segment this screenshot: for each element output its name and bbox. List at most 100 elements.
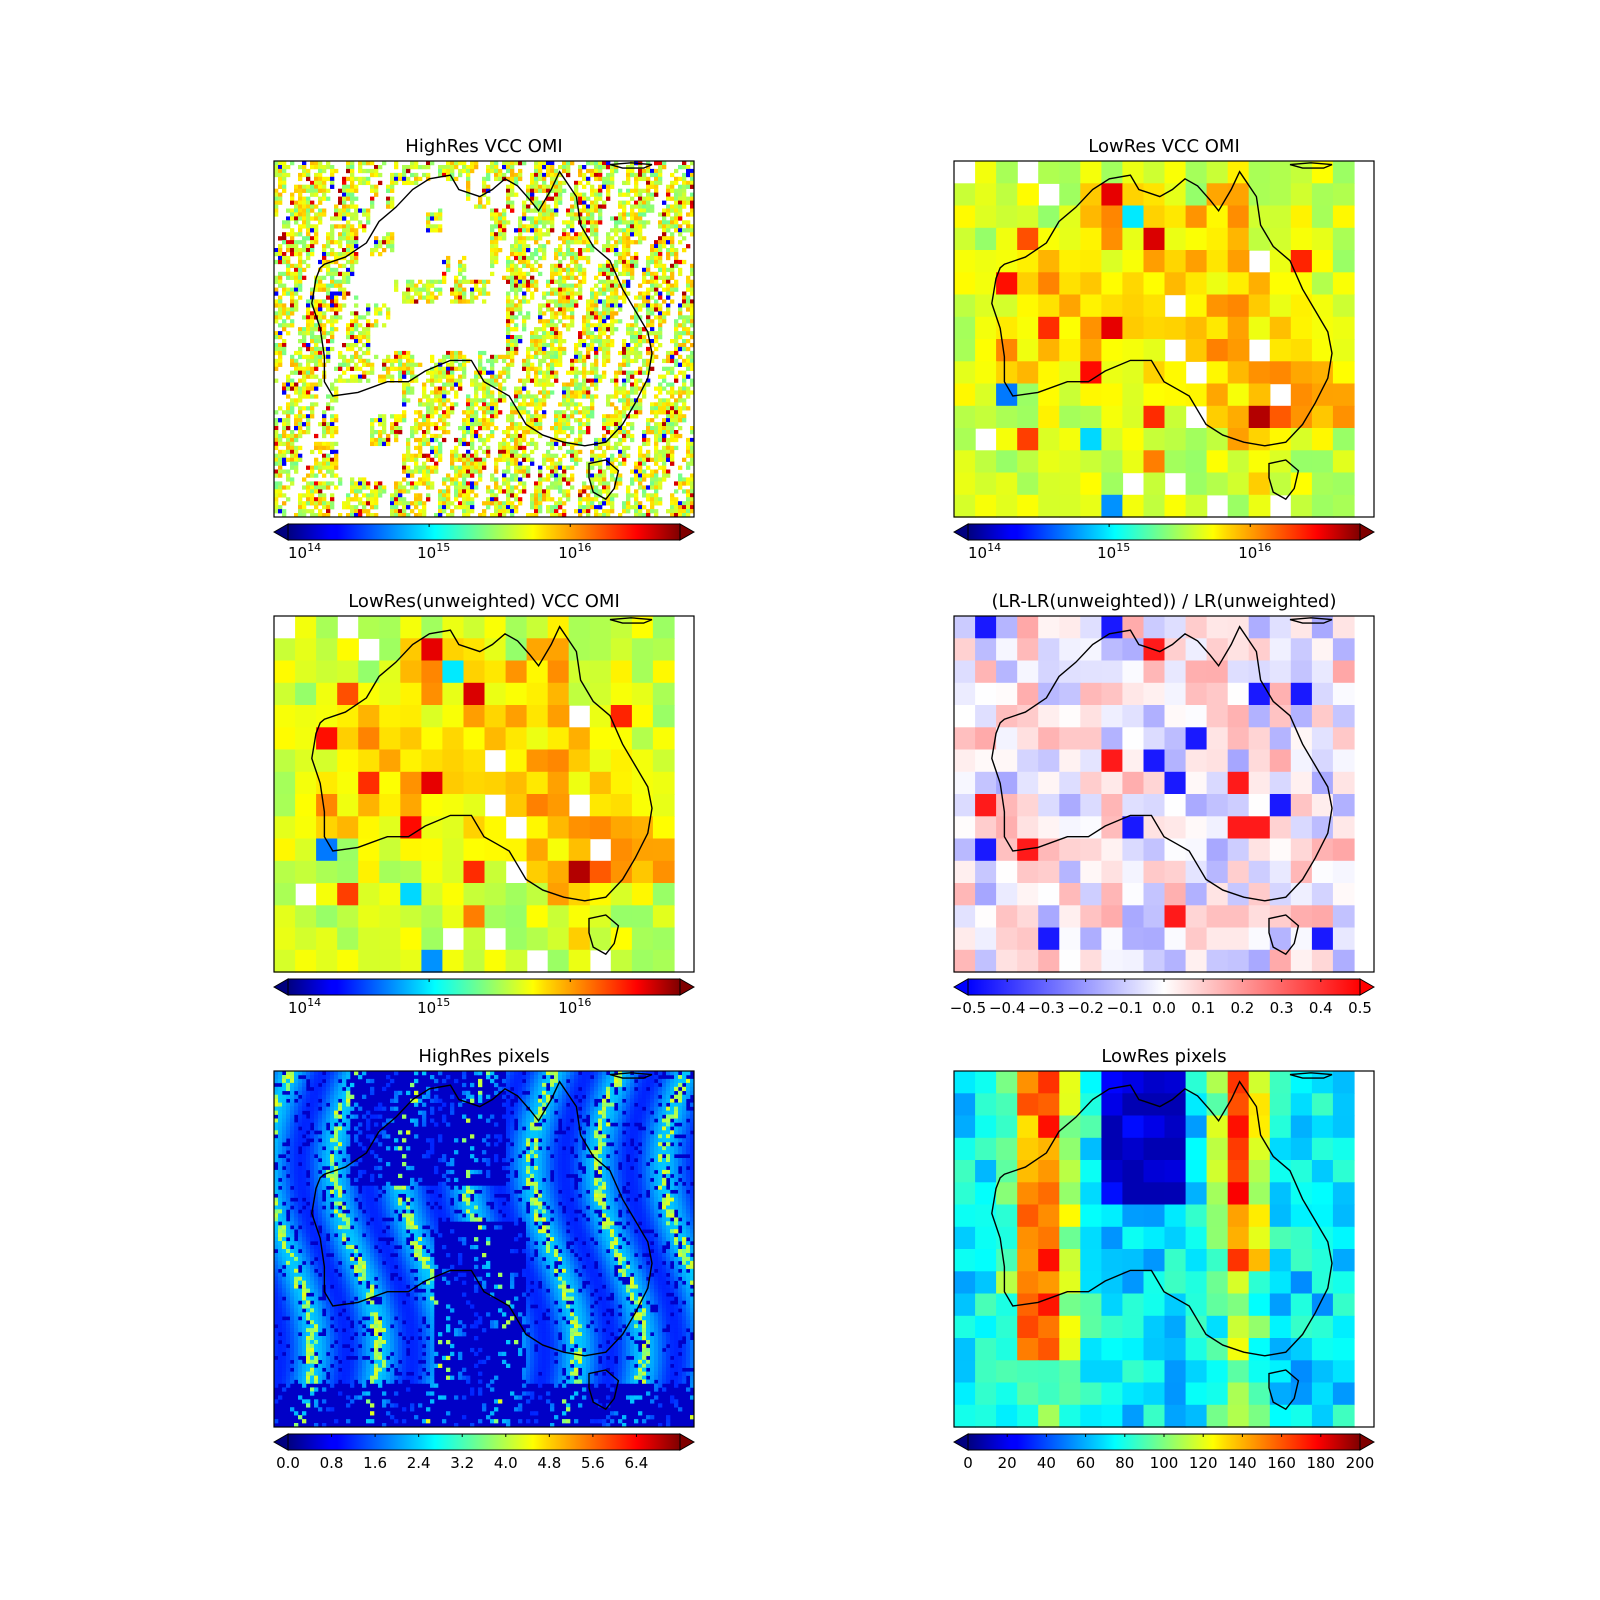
grid-cell: [538, 315, 543, 320]
grid-cell: [622, 386, 627, 391]
grid-cell: [474, 279, 479, 284]
grid-cell: [530, 188, 535, 193]
grid-cell: [466, 184, 471, 189]
grid-cell: [582, 366, 587, 371]
grid-cell: [996, 183, 1018, 207]
grid-cell: [658, 172, 663, 178]
grid-cell: [318, 501, 323, 506]
grid-cell: [546, 473, 551, 478]
grid-cell: [642, 505, 647, 510]
grid-cell: [682, 188, 687, 193]
grid-cell: [566, 303, 571, 308]
grid-cell: [534, 339, 539, 344]
grid-cell: [606, 465, 611, 470]
grid-cell: [326, 240, 331, 245]
grid-cell: [458, 291, 463, 296]
grid-cell: [446, 390, 451, 395]
grid-cell: [282, 240, 287, 245]
grid-cell: [602, 327, 607, 332]
grid-cell: [634, 343, 639, 348]
grid-cell: [422, 287, 427, 292]
grid-cell: [426, 410, 431, 415]
grid-cell: [450, 477, 455, 482]
grid-cell: [550, 485, 555, 490]
grid-cell: [386, 236, 391, 241]
grid-cell: [682, 418, 687, 423]
grid-cell: [1038, 161, 1060, 184]
grid-cell: [590, 402, 595, 407]
grid-cell: [342, 232, 347, 237]
grid-cell: [630, 346, 635, 352]
grid-cell: [590, 406, 595, 411]
grid-cell: [530, 335, 535, 340]
grid-cell: [410, 457, 415, 462]
grid-cell: [630, 188, 635, 193]
grid-cell: [450, 161, 455, 166]
grid-cell: [558, 248, 563, 253]
grid-cell: [562, 311, 567, 316]
grid-cell: [302, 236, 307, 241]
grid-cell: [322, 283, 327, 288]
grid-cell: [298, 430, 303, 435]
grid-cell: [666, 441, 671, 447]
grid-cell: [330, 248, 335, 253]
grid-cell: [670, 358, 675, 364]
grid-cell: [354, 323, 359, 328]
grid-cell: [294, 184, 299, 189]
grid-cell: [650, 255, 655, 261]
grid-cell: [394, 505, 399, 510]
grid-cell: [658, 386, 663, 391]
grid-cell: [314, 180, 319, 186]
grid-cell: [658, 165, 663, 170]
grid-cell: [374, 437, 379, 443]
grid-cell: [598, 271, 603, 277]
grid-cell: [518, 236, 523, 241]
grid-cell: [634, 220, 639, 225]
grid-cell: [526, 426, 531, 431]
grid-cell: [446, 374, 451, 379]
grid-cell: [318, 350, 323, 356]
grid-cell: [1227, 405, 1250, 429]
grid-cell: [478, 426, 483, 431]
grid-cell: [282, 386, 287, 391]
grid-cell: [1185, 227, 1208, 251]
grid-cell: [514, 263, 519, 269]
grid-cell: [586, 299, 591, 304]
grid-cell: [518, 311, 523, 316]
grid-cell: [538, 402, 543, 407]
grid-cell: [302, 378, 307, 383]
grid-cell: [478, 461, 483, 466]
grid-cell: [318, 275, 323, 280]
grid-cell: [326, 244, 331, 249]
grid-cell: [1290, 405, 1313, 429]
grid-cell: [654, 275, 659, 280]
grid-cell: [534, 513, 539, 518]
grid-cell: [570, 402, 575, 407]
grid-cell: [514, 343, 519, 348]
grid-cell: [274, 291, 279, 296]
grid-cell: [514, 469, 519, 474]
grid-cell: [658, 402, 663, 407]
grid-cell: [386, 188, 391, 193]
grid-cell: [598, 501, 603, 506]
grid-cell: [562, 346, 567, 352]
grid-cell: [606, 232, 611, 237]
grid-cell: [458, 263, 463, 269]
grid-cell: [338, 216, 343, 221]
grid-cell: [598, 315, 603, 320]
grid-cell: [454, 481, 459, 486]
grid-cell: [342, 176, 347, 182]
grid-cell: [662, 299, 667, 304]
grid-cell: [594, 204, 599, 209]
grid-cell: [666, 390, 671, 395]
grid-cell: [614, 433, 619, 439]
grid-cell: [334, 453, 339, 458]
grid-cell: [330, 481, 335, 486]
grid-cell: [470, 414, 475, 419]
grid-cell: [598, 319, 603, 324]
grid-cell: [686, 374, 691, 379]
grid-cell: [630, 493, 635, 498]
grid-cell: [394, 430, 399, 435]
grid-cell: [306, 208, 311, 213]
